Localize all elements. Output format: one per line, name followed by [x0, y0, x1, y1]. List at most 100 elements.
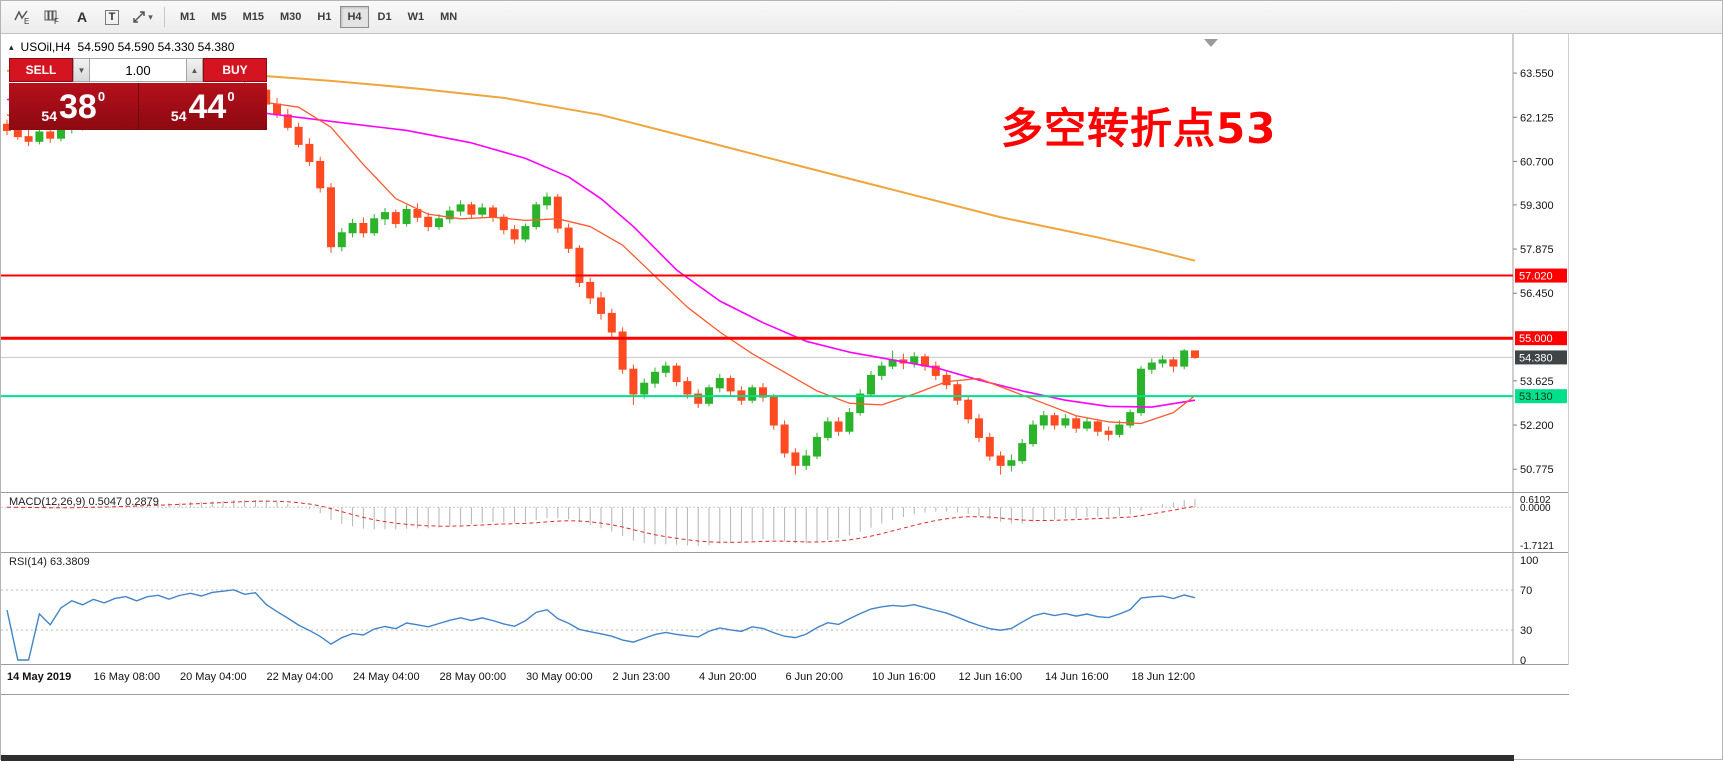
- candle-body: [521, 226, 530, 240]
- candlesticks: [3, 82, 1199, 475]
- text-box-button[interactable]: T: [98, 5, 126, 29]
- time-axis-label: 28 May 00:00: [439, 671, 507, 683]
- sell-button[interactable]: SELL: [9, 58, 73, 82]
- timeframe-m30[interactable]: M30: [279, 11, 302, 23]
- candle-body: [975, 418, 983, 438]
- text-box-t-icon: T: [104, 9, 120, 25]
- candle-body: [985, 436, 994, 457]
- candle-body: [575, 247, 584, 283]
- symbol-ohlc-bar: ▴ USOil,H4 54.590 54.590 54.330 54.380: [9, 40, 234, 54]
- time-axis-label: 24 May 04:00: [353, 671, 420, 683]
- candle-body: [780, 424, 789, 454]
- price-tick-label: 53.625: [1520, 376, 1554, 388]
- text-label-a-icon: A: [76, 9, 88, 25]
- cursor-tool-button[interactable]: ▾: [128, 5, 156, 29]
- timeframe-m5[interactable]: M5: [211, 11, 227, 23]
- candle-body: [327, 187, 335, 248]
- candle-body: [1147, 362, 1156, 370]
- timeframe-d1[interactable]: D1: [377, 11, 392, 23]
- buy-button[interactable]: BUY: [203, 58, 267, 82]
- candle-body: [1104, 430, 1113, 435]
- candle-body: [294, 126, 303, 145]
- chart-shift-marker[interactable]: [1204, 39, 1218, 47]
- candle-body: [13, 129, 22, 138]
- candle-body: [1191, 350, 1199, 358]
- svg-text:F: F: [54, 17, 59, 26]
- panel-separator: [1, 664, 1569, 665]
- grid-f-icon: F: [44, 10, 59, 26]
- volume-decrease-button[interactable]: ▼: [73, 58, 90, 82]
- level-price-badge-label: 55.000: [1519, 333, 1553, 345]
- panel-separator: [1, 492, 1569, 493]
- timeframe-h4[interactable]: H4: [340, 6, 369, 28]
- candle-body: [651, 371, 659, 384]
- time-axis-label: 14 May 2019: [7, 671, 72, 683]
- timeframe-mn[interactable]: MN: [440, 11, 458, 23]
- time-axis-label: 16 May 08:00: [93, 671, 161, 683]
- candle-body: [802, 455, 811, 466]
- candle-body: [942, 374, 951, 386]
- panel-separator: [1, 694, 1569, 695]
- candle-body: [661, 365, 670, 373]
- one-click-collapse-icon[interactable]: ▴: [9, 41, 14, 52]
- candle-body: [543, 196, 551, 206]
- candle-body: [532, 204, 541, 228]
- sell-price-display[interactable]: 54 38 0: [9, 83, 139, 130]
- macd-axis-label: 0.0000: [1520, 503, 1551, 514]
- candle-body: [553, 196, 562, 229]
- volume-input[interactable]: [90, 58, 186, 82]
- grid-f-button[interactable]: F: [38, 5, 66, 29]
- sell-price-big: 38: [59, 87, 97, 126]
- candle-body: [35, 131, 44, 142]
- candle-body: [1007, 460, 1016, 466]
- volume-increase-button[interactable]: ▲: [186, 58, 203, 82]
- svg-text:E: E: [24, 17, 29, 26]
- symbol-ohlc-values: 54.590 54.590 54.330 54.380: [77, 40, 235, 54]
- price-tick-label: 50.775: [1520, 464, 1554, 476]
- text-label-button[interactable]: A: [68, 5, 96, 29]
- buy-price-display[interactable]: 54 44 0: [138, 83, 267, 130]
- timeframe-w1[interactable]: W1: [407, 11, 425, 23]
- buy-price-big: 44: [188, 87, 227, 126]
- toolbar-separator: [164, 7, 165, 27]
- indicator-e-button[interactable]: E: [8, 5, 36, 29]
- candle-body: [1158, 359, 1167, 364]
- level-price-badge: [1515, 331, 1567, 346]
- candle-body: [1126, 412, 1135, 426]
- timeframe-m15[interactable]: M15: [242, 11, 264, 23]
- candle-body: [283, 114, 292, 128]
- timeframe-h1[interactable]: H1: [317, 11, 332, 23]
- candle-body: [337, 232, 346, 248]
- price-tick-label: 59.300: [1520, 200, 1554, 212]
- candle-body: [564, 227, 573, 249]
- panel-separator: [1, 552, 1569, 553]
- candle-body: [683, 381, 692, 395]
- candle-body: [1083, 421, 1091, 429]
- price-tick-label: 56.450: [1520, 288, 1554, 300]
- candle-body: [1137, 368, 1145, 414]
- candle-body: [348, 222, 357, 234]
- rsi-indicator-panel: 100 70 30 0: [1, 553, 1538, 664]
- candle-body: [1169, 359, 1178, 367]
- timeframe-m1[interactable]: M1: [180, 11, 196, 23]
- trade-prices-row: 54 38 0 54 44 0: [9, 83, 267, 130]
- candle-body: [316, 160, 325, 189]
- candle-body: [445, 210, 454, 220]
- time-axis-label: 22 May 04:00: [266, 671, 334, 683]
- time-axis-label: 10 Jun 16:00: [872, 671, 936, 683]
- time-axis: 14 May 2019 16 May 08:00 20 May 04:00 22 Ma…: [1, 665, 1569, 694]
- candle-body: [996, 455, 1005, 466]
- price-tick-label: 52.200: [1520, 420, 1554, 432]
- candle-body: [618, 331, 627, 370]
- candle-body: [629, 368, 638, 395]
- buy-price-main: 54: [170, 108, 187, 124]
- candle-body: [910, 356, 919, 364]
- current-price-badge: [1515, 350, 1567, 365]
- rsi-axis-label: 30: [1520, 625, 1532, 637]
- price-tick-label: 60.700: [1520, 156, 1554, 168]
- candle-body: [46, 131, 55, 139]
- candle-body: [726, 378, 735, 392]
- candle-body: [456, 204, 465, 212]
- candle-body: [1018, 443, 1027, 462]
